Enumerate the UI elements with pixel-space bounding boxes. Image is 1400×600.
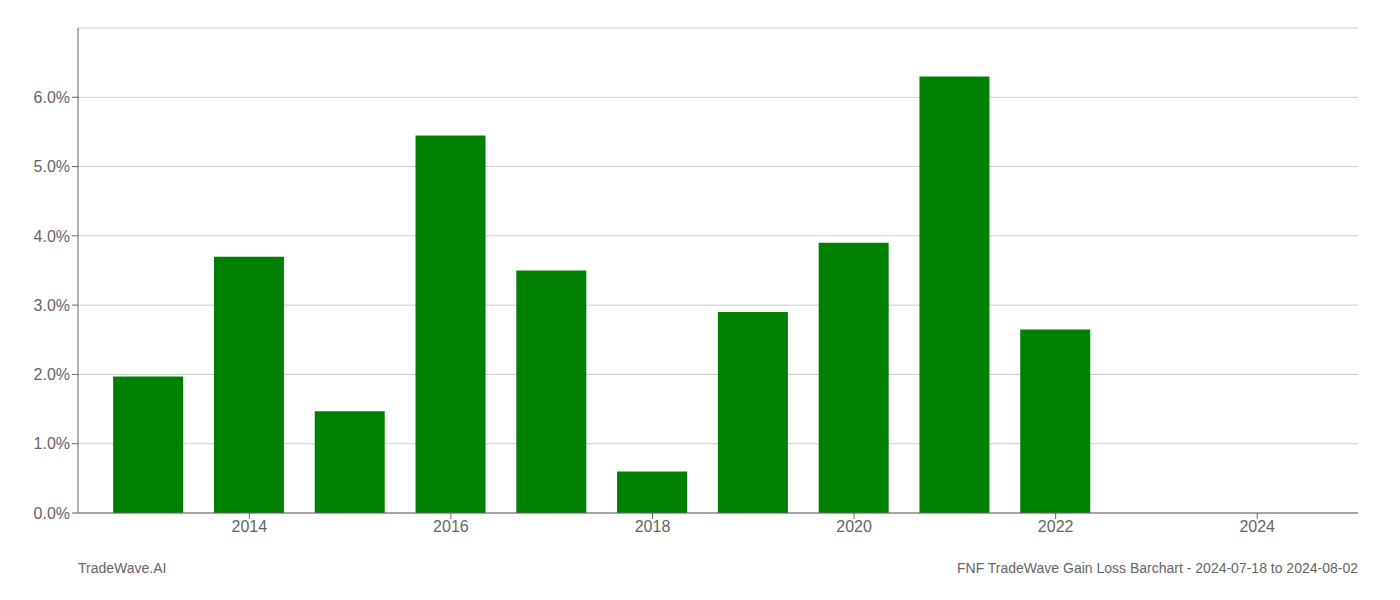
svg-text:2018: 2018: [635, 518, 671, 535]
svg-text:4.0%: 4.0%: [34, 228, 70, 245]
html-text:TradeWave.AI: TradeWave.AI: [78, 560, 167, 576]
svg-text:6.0%: 6.0%: [34, 89, 70, 106]
html-text:FNF TradeWave Gain Loss Barcha: FNF TradeWave Gain Loss Barchart - 2024-…: [957, 560, 1358, 576]
svg-text:2020: 2020: [836, 518, 872, 535]
svg-text:1.0%: 1.0%: [34, 435, 70, 452]
svg-text:0.0%: 0.0%: [34, 505, 70, 522]
svg-text:2016: 2016: [433, 518, 469, 535]
svg-text:2024: 2024: [1239, 518, 1275, 535]
svg-text:2022: 2022: [1038, 518, 1074, 535]
svg-text:2014: 2014: [232, 518, 268, 535]
svg-text:5.0%: 5.0%: [34, 158, 70, 175]
svg-text:3.0%: 3.0%: [34, 297, 70, 314]
svg-text:2.0%: 2.0%: [34, 366, 70, 383]
